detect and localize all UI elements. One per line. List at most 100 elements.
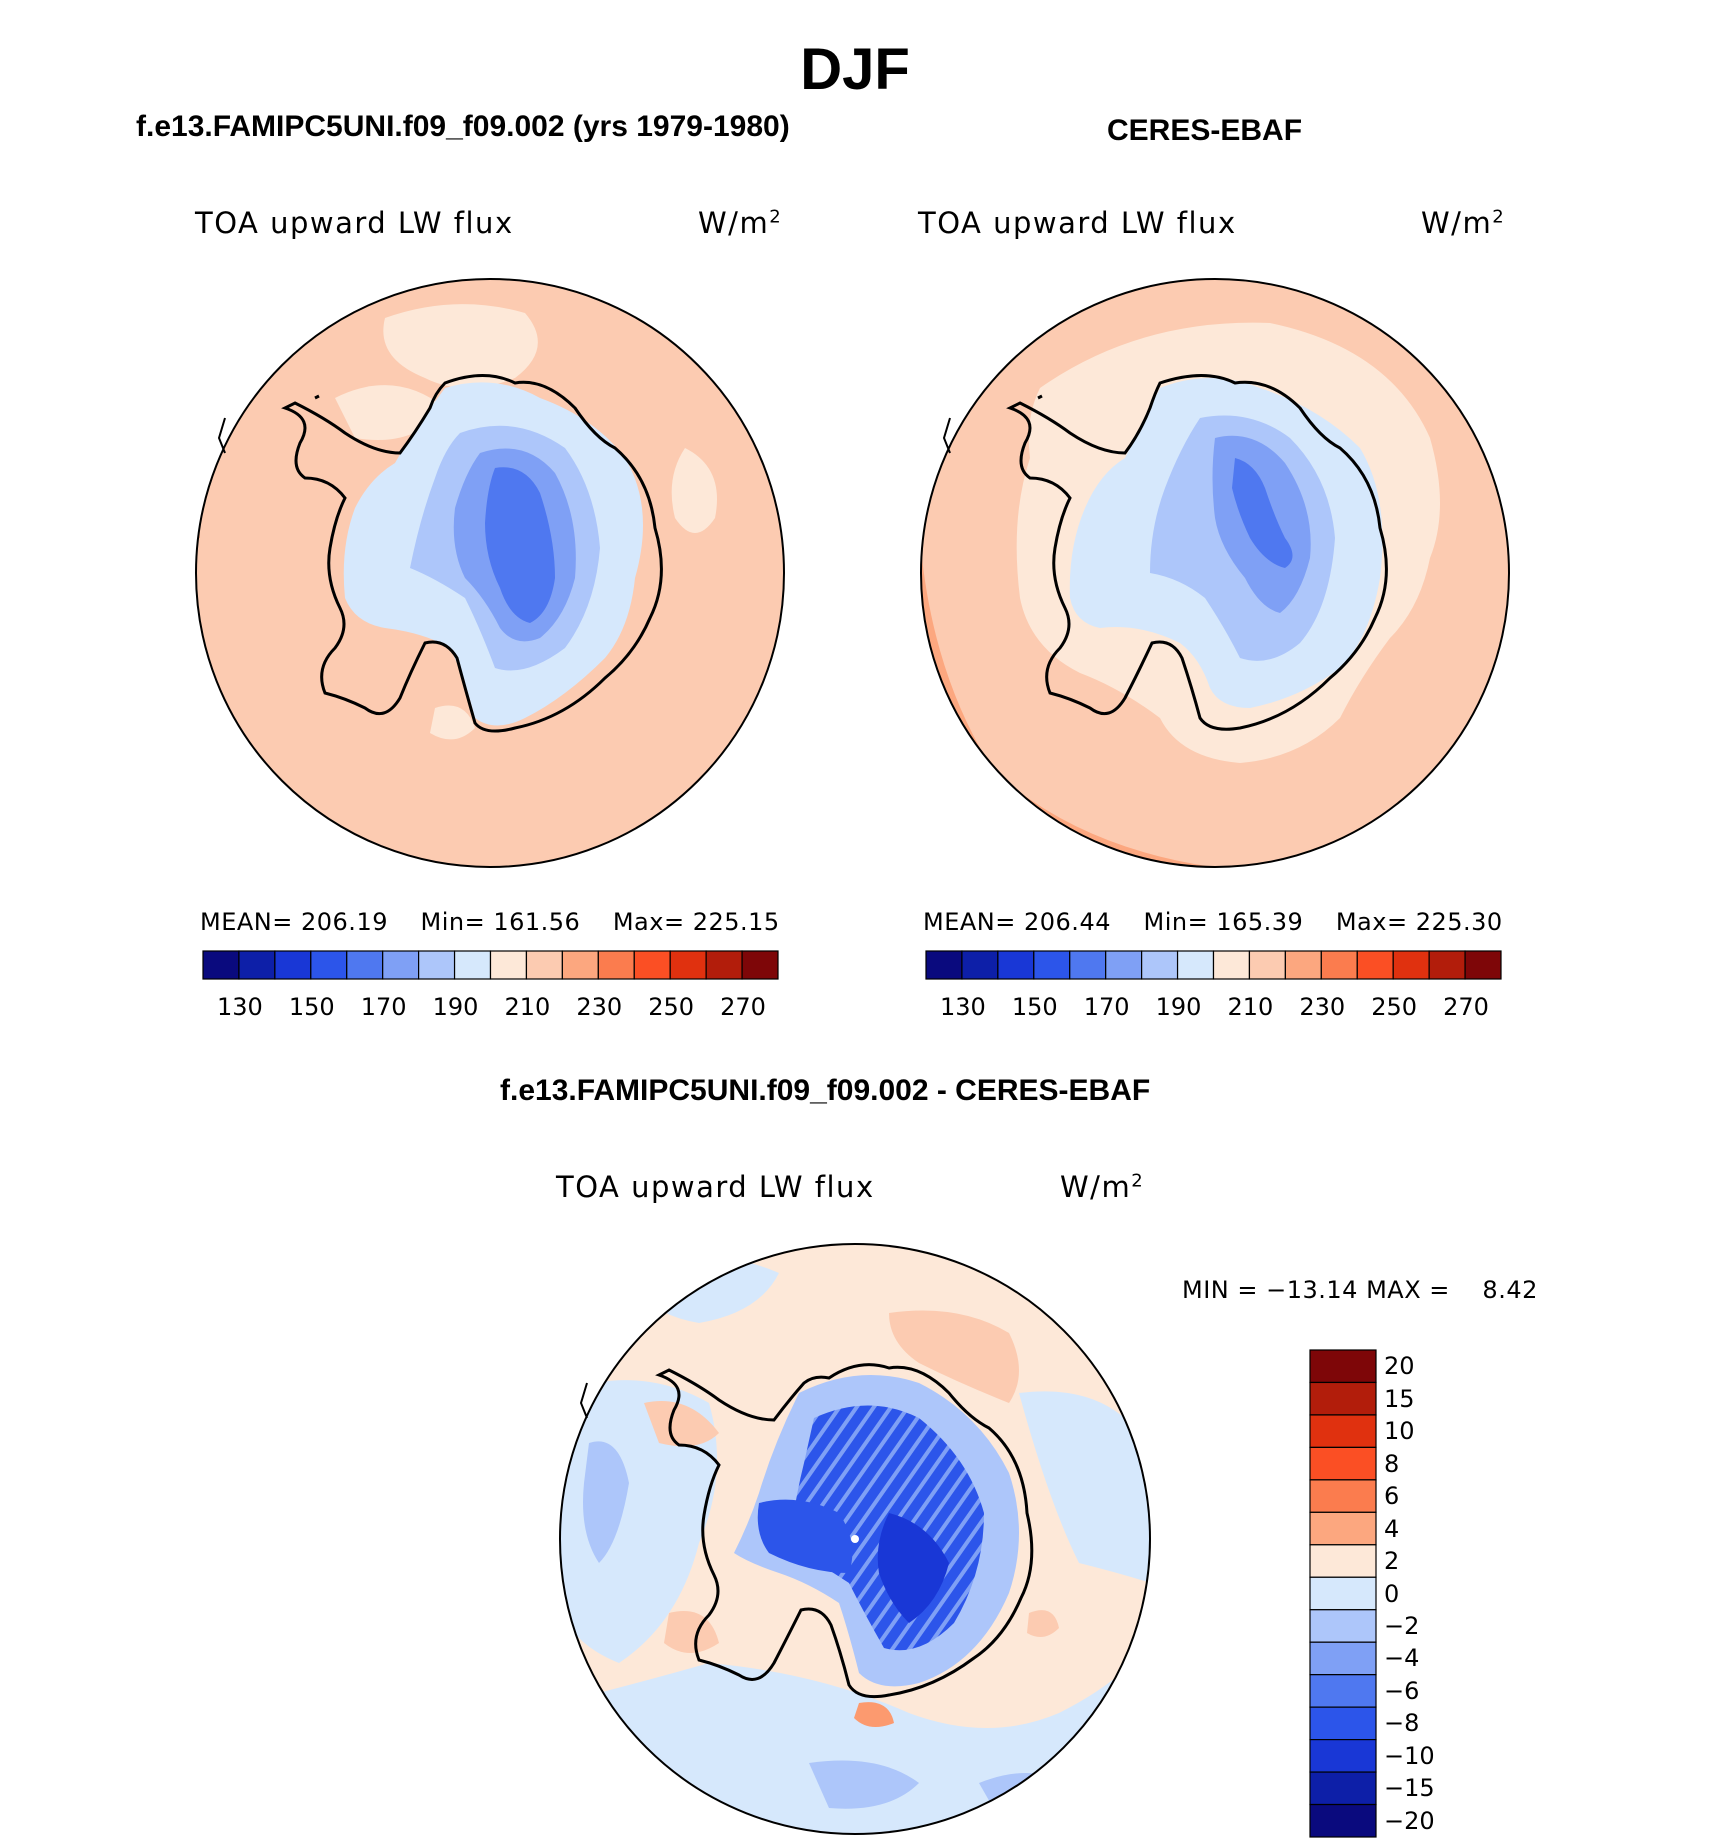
model-stats: MEAN= 206.19 Min= 161.56 Max= 225.15 (200, 908, 780, 936)
colorbar-tick-label: −15 (1384, 1774, 1435, 1803)
difference-panel-title: f.e13.FAMIPC5UNI.f09_f09.002 - CERES-EBA… (500, 1074, 1151, 1107)
obs-polar-map (920, 278, 1510, 868)
colorbar-swatch (1356, 950, 1394, 980)
colorbar-swatch (1033, 950, 1071, 980)
model-min-value: 161.56 (493, 908, 581, 936)
colorbar-tick-label: −4 (1384, 1644, 1420, 1673)
colorbar-tick-label: −20 (1384, 1806, 1435, 1835)
colorbar-swatch (238, 950, 276, 980)
colorbar-tick-label: 190 (1155, 993, 1202, 1021)
colorbar-tick-label: 210 (1227, 993, 1274, 1021)
difference-variable-label: TOA upward LW flux (556, 1170, 875, 1204)
colorbar-tick-label: 20 (1384, 1352, 1415, 1381)
colorbar-swatch (346, 950, 384, 980)
colorbar-swatch (1464, 950, 1502, 980)
colorbar-swatch (1309, 1641, 1377, 1676)
colorbar-swatch (202, 950, 240, 980)
colorbar-swatch (1212, 950, 1251, 980)
colorbar-swatch (705, 950, 743, 980)
colorbar-tick-label: 130 (939, 993, 986, 1021)
colorbar-swatch (561, 950, 599, 980)
colorbar-swatch (1309, 1706, 1377, 1741)
colorbar-swatch (597, 950, 635, 980)
colorbar-tick-label: 170 (1083, 993, 1130, 1021)
colorbar-tick-label: 150 (288, 993, 335, 1021)
colorbar-swatch (1309, 1609, 1377, 1643)
obs-min-value: 165.39 (1216, 908, 1304, 936)
colorbar-swatch (1141, 950, 1179, 980)
obs-units-label: W/m2 (1421, 206, 1506, 240)
colorbar-tick-label: 170 (360, 993, 407, 1021)
colorbar-swatch (1309, 1349, 1377, 1384)
colorbar-tick-label: −6 (1384, 1676, 1420, 1705)
colorbar-tick-label: −2 (1384, 1611, 1420, 1640)
obs-variable-label: TOA upward LW flux (918, 206, 1237, 240)
obs-panel-title: CERES-EBAF (1107, 114, 1303, 147)
difference-units-label: W/m2 (1060, 1170, 1145, 1204)
colorbar-swatch (525, 950, 563, 980)
colorbar-swatch (1069, 950, 1107, 980)
colorbar-tick-label: 270 (1443, 993, 1489, 1021)
difference-min-value: −13.14 (1266, 1276, 1358, 1304)
colorbar-swatch (1309, 1576, 1377, 1611)
colorbar-tick-label: −8 (1384, 1709, 1420, 1738)
obs-max-value: 225.30 (1415, 908, 1503, 936)
obs-stats: MEAN= 206.44 Min= 165.39 Max= 225.30 (923, 908, 1503, 936)
model-colorbar (202, 950, 779, 980)
colorbar-tick-label: 2 (1384, 1547, 1400, 1576)
difference-polar-map (559, 1243, 1151, 1835)
colorbar-tick-label: 4 (1384, 1514, 1400, 1543)
colorbar-tick-label: 10 (1384, 1417, 1415, 1446)
colorbar-swatch (310, 950, 348, 980)
colorbar-swatch (741, 950, 779, 980)
model-max-value: 225.15 (692, 908, 780, 936)
colorbar-swatch (1309, 1544, 1377, 1578)
colorbar-swatch (1309, 1511, 1377, 1546)
colorbar-swatch (633, 950, 671, 980)
obs-colorbar (925, 950, 1502, 980)
model-units-label: W/m2 (698, 206, 783, 240)
difference-stats: MIN = −13.14 MAX = 8.42 (1182, 1276, 1538, 1304)
colorbar-swatch (1284, 950, 1322, 980)
colorbar-swatch (382, 950, 420, 980)
colorbar-swatch (1309, 1414, 1377, 1449)
obs-mean-value: 206.44 (1024, 908, 1111, 936)
colorbar-tick-label: 210 (504, 993, 551, 1021)
season-title: DJF (800, 37, 910, 102)
colorbar-swatch (1309, 1771, 1377, 1806)
colorbar-tick-label: 15 (1384, 1384, 1415, 1413)
colorbar-swatch (925, 950, 963, 980)
colorbar-swatch (1105, 950, 1143, 980)
colorbar-tick-label: 6 (1384, 1482, 1400, 1511)
colorbar-swatch (1309, 1674, 1377, 1708)
colorbar-tick-label: 0 (1384, 1579, 1400, 1608)
colorbar-tick-label: 250 (1371, 993, 1417, 1021)
colorbar-swatch (418, 950, 456, 980)
colorbar-swatch (1428, 950, 1466, 980)
colorbar-swatch (997, 950, 1035, 980)
difference-colorbar (1309, 1349, 1377, 1838)
colorbar-swatch (1309, 1739, 1377, 1773)
colorbar-tick-label: 250 (648, 993, 694, 1021)
colorbar-tick-label: 230 (1299, 993, 1346, 1021)
colorbar-tick-label: 270 (720, 993, 766, 1021)
model-mean-value: 206.19 (301, 908, 388, 936)
colorbar-swatch (1309, 1446, 1377, 1481)
colorbar-swatch (961, 950, 999, 980)
model-variable-label: TOA upward LW flux (195, 206, 514, 240)
colorbar-swatch (1176, 950, 1215, 980)
colorbar-swatch (489, 950, 528, 980)
colorbar-tick-label: 130 (216, 993, 263, 1021)
colorbar-swatch (1392, 950, 1430, 980)
colorbar-swatch (1309, 1381, 1377, 1416)
colorbar-swatch (453, 950, 492, 980)
colorbar-tick-label: 150 (1011, 993, 1058, 1021)
colorbar-tick-label: 190 (432, 993, 479, 1021)
colorbar-tick-label: 8 (1384, 1449, 1400, 1478)
colorbar-swatch (1248, 950, 1286, 980)
colorbar-swatch (1309, 1479, 1377, 1513)
colorbar-swatch (274, 950, 312, 980)
difference-max-value: 8.42 (1482, 1276, 1538, 1304)
model-panel-title: f.e13.FAMIPC5UNI.f09_f09.002 (yrs 1979-1… (136, 110, 790, 143)
colorbar-swatch (1320, 950, 1358, 980)
